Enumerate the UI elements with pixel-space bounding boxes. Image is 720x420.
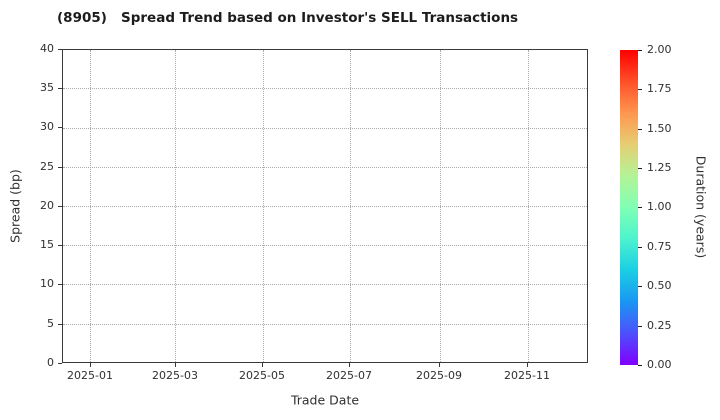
colorbar-tick-mark — [638, 286, 642, 287]
x-tick-mark — [349, 363, 350, 367]
y-tick-mark — [58, 324, 62, 325]
gridline-horizontal — [63, 284, 587, 285]
x-tick-mark — [175, 363, 176, 367]
y-tick-label: 40 — [40, 42, 54, 55]
colorbar-tick-label: 1.00 — [647, 200, 672, 213]
colorbar-tick-label: 0.75 — [647, 240, 672, 253]
y-tick-mark — [58, 206, 62, 207]
y-axis-label: Spread (bp) — [7, 169, 23, 243]
gridline-vertical — [528, 50, 529, 362]
y-tick-label: 30 — [40, 120, 54, 133]
colorbar-tick-mark — [638, 50, 642, 51]
x-tick-mark — [90, 363, 91, 367]
colorbar-tick-mark — [638, 129, 642, 130]
gridline-vertical — [350, 50, 351, 362]
gridline-horizontal — [63, 88, 587, 89]
colorbar-tick-label: 0.25 — [647, 319, 672, 332]
colorbar-tick-mark — [638, 247, 642, 248]
gridline-horizontal — [63, 245, 587, 246]
gridline-horizontal — [63, 128, 587, 129]
colorbar-tick-mark — [638, 207, 642, 208]
gridline-horizontal — [63, 167, 587, 168]
gridline-vertical — [90, 50, 91, 362]
colorbar-tick-label: 1.50 — [647, 122, 672, 135]
gridline-horizontal — [63, 324, 587, 325]
y-tick-mark — [58, 49, 62, 50]
colorbar-label: Duration (years) — [693, 155, 709, 259]
y-tick-label: 5 — [47, 317, 54, 330]
colorbar-tick-mark — [638, 168, 642, 169]
gridline-vertical — [175, 50, 176, 362]
gridline-vertical — [440, 50, 441, 362]
x-tick-label: 2025-05 — [239, 369, 285, 382]
gridline-horizontal — [63, 206, 587, 207]
y-tick-mark — [58, 127, 62, 128]
y-tick-label: 35 — [40, 81, 54, 94]
x-tick-mark — [262, 363, 263, 367]
colorbar-tick-label: 1.25 — [647, 161, 672, 174]
y-tick-mark — [58, 245, 62, 246]
x-tick-label: 2025-09 — [416, 369, 462, 382]
y-tick-mark — [58, 167, 62, 168]
x-tick-mark — [527, 363, 528, 367]
y-tick-label: 0 — [47, 356, 54, 369]
y-tick-mark — [58, 363, 62, 364]
chart-title: (8905) Spread Trend based on Investor's … — [57, 10, 519, 26]
colorbar-tick-label: 0.50 — [647, 279, 672, 292]
gridline-vertical — [263, 50, 264, 362]
y-tick-label: 25 — [40, 160, 54, 173]
colorbar-tick-mark — [638, 326, 642, 327]
y-tick-label: 15 — [40, 238, 54, 251]
colorbar-gradient — [620, 50, 638, 365]
y-tick-label: 10 — [40, 277, 54, 290]
colorbar-tick-label: 0.00 — [647, 358, 672, 371]
y-tick-mark — [58, 88, 62, 89]
y-tick-label: 20 — [40, 199, 54, 212]
x-tick-label: 2025-11 — [504, 369, 550, 382]
colorbar-tick-mark — [638, 89, 642, 90]
x-axis-label: Trade Date — [290, 392, 360, 408]
plot-area — [62, 49, 588, 363]
x-tick-label: 2025-01 — [67, 369, 113, 382]
x-tick-mark — [439, 363, 440, 367]
colorbar-tick-label: 2.00 — [647, 43, 672, 56]
colorbar-tick-mark — [638, 365, 642, 366]
y-tick-mark — [58, 284, 62, 285]
x-tick-label: 2025-03 — [152, 369, 198, 382]
x-tick-label: 2025-07 — [326, 369, 372, 382]
colorbar-tick-label: 1.75 — [647, 82, 672, 95]
